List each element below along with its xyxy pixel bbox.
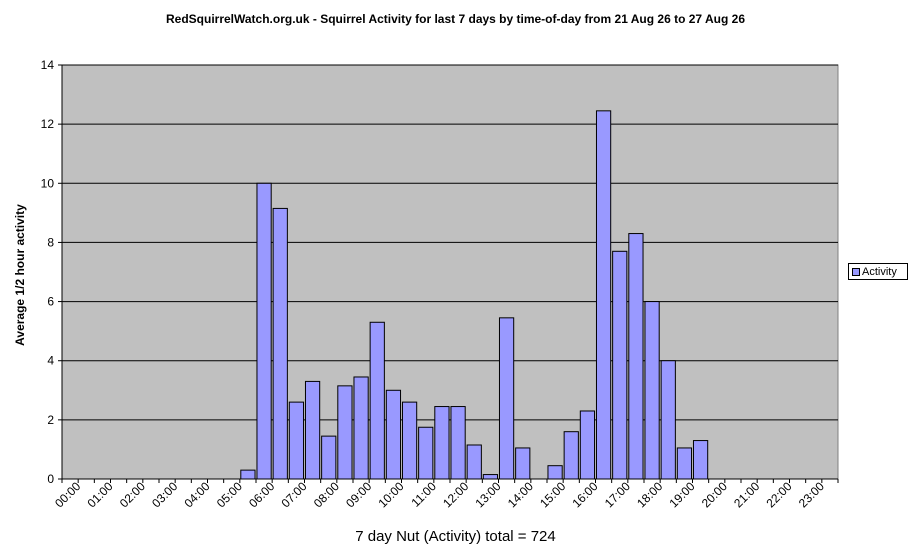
- x-tick-label: 05:00: [214, 479, 245, 510]
- x-tick-label: 15:00: [537, 479, 568, 510]
- x-tick-label: 13:00: [472, 479, 503, 510]
- chart-title: RedSquirrelWatch.org.uk - Squirrel Activ…: [165, 12, 745, 26]
- bar: [547, 465, 563, 480]
- y-tick-label: 0: [47, 472, 54, 486]
- bar: [692, 440, 709, 480]
- bar: [288, 401, 305, 480]
- bar: [498, 317, 515, 480]
- bar: [563, 431, 579, 480]
- legend-label: Activity: [862, 265, 897, 278]
- x-tick-label: 17:00: [602, 479, 633, 510]
- legend: Activity: [848, 263, 908, 280]
- bar: [353, 376, 369, 480]
- bar: [595, 110, 612, 480]
- bars: [240, 110, 709, 480]
- legend-swatch: [852, 267, 860, 276]
- x-tick-label: 02:00: [117, 479, 148, 510]
- bar: [612, 250, 628, 480]
- bar: [256, 182, 272, 480]
- gridlines: [62, 64, 838, 421]
- bar: [418, 426, 434, 480]
- bar: [304, 380, 321, 480]
- bar: [482, 474, 499, 480]
- x-tick-label: 01:00: [84, 479, 115, 510]
- x-tick-label: 19:00: [666, 479, 697, 510]
- x-tick-labels: 00:00 01:00 02:00 03:00 04:00 05:00 06:00 07:00…: [52, 479, 827, 510]
- bar: [321, 435, 337, 480]
- bar: [660, 360, 676, 480]
- plot-area: [61, 64, 839, 480]
- bar: [450, 406, 466, 480]
- y-tick-label: 8: [47, 235, 54, 249]
- y-tick-labels: 0 2 4 6 8 10 12 14: [41, 58, 55, 486]
- bar: [401, 401, 418, 480]
- y-tick-label: 4: [47, 354, 54, 368]
- x-tick-label: 07:00: [278, 479, 309, 510]
- bar: [515, 447, 531, 480]
- bar: [676, 447, 693, 480]
- bar: [434, 406, 450, 480]
- x-tick-label: 16:00: [569, 479, 600, 510]
- bar: [466, 444, 482, 480]
- x-tick-label: 11:00: [408, 479, 439, 510]
- x-tick-label: 14:00: [505, 479, 536, 510]
- bar: [628, 233, 644, 480]
- x-tick-label: 22:00: [763, 479, 794, 510]
- bar: [369, 321, 385, 480]
- bar: [240, 469, 256, 480]
- y-tick-label: 6: [47, 295, 54, 309]
- x-tick-label: 08:00: [311, 479, 342, 510]
- y-tick-label: 10: [41, 176, 55, 190]
- axes: [58, 64, 839, 483]
- x-tick-label: 23:00: [796, 479, 827, 510]
- x-tick-label: 10:00: [375, 479, 406, 510]
- bar: [644, 301, 660, 480]
- x-tick-label: 03:00: [149, 479, 180, 510]
- y-tick-label: 14: [41, 58, 55, 72]
- bar: [579, 410, 596, 480]
- x-tick-label: 00:00: [52, 479, 83, 510]
- bar: [337, 385, 353, 480]
- x-tick-label: 21:00: [731, 479, 762, 510]
- bar: [272, 207, 288, 480]
- y-tick-label: 12: [41, 117, 55, 131]
- x-axis-label: 7 day Nut (Activity) total = 724: [355, 528, 556, 545]
- x-tick-label: 20:00: [699, 479, 730, 510]
- y-axis-label: Average 1/2 hour activity: [13, 204, 27, 346]
- bar: [385, 389, 402, 480]
- x-tick-label: 04:00: [181, 479, 212, 510]
- y-tick-label: 2: [47, 413, 54, 427]
- x-tick-label: 09:00: [343, 479, 374, 510]
- x-tick-label: 18:00: [634, 479, 665, 510]
- x-tick-label: 06:00: [246, 479, 277, 510]
- x-tick-label: 12:00: [440, 479, 471, 510]
